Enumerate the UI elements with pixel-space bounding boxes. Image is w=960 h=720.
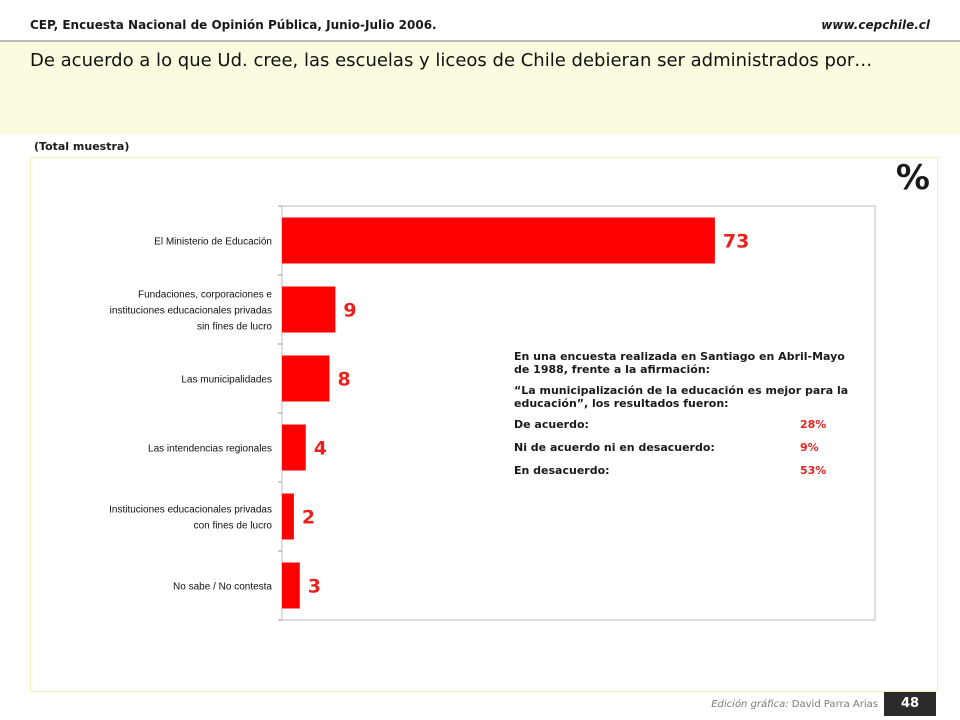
category-label: Fundaciones, corporaciones e institucione… — [110, 290, 273, 333]
bar — [282, 424, 306, 471]
category-label-line: No sabe / No contesta — [173, 582, 272, 593]
data-label: 73 — [723, 231, 749, 253]
data-label: 8 — [337, 369, 350, 391]
unit-label: % — [895, 158, 930, 198]
data-label: 2 — [302, 507, 315, 529]
note-row-value: 53% — [800, 464, 827, 477]
note-row-value: 9% — [800, 441, 819, 454]
plot-area — [281, 205, 876, 621]
bar — [282, 286, 336, 333]
category-label: Las municipalidades — [181, 375, 272, 386]
header-divider — [0, 40, 960, 42]
category-label-line: Las intendencias regionales — [148, 444, 272, 455]
category-label: No sabe / No contesta — [173, 582, 272, 593]
data-label: 3 — [308, 576, 321, 598]
credit-name: David Parra Arias — [788, 699, 878, 710]
category-label-line: con fines de lucro — [194, 521, 273, 532]
note-box: En una encuesta realizada en Santiago en… — [514, 350, 850, 487]
category-label: Instituciones educacionales privadas con … — [109, 505, 272, 532]
survey-source: CEP, Encuesta Nacional de Opinión Públic… — [30, 18, 437, 32]
category-label: Las intendencias regionales — [148, 444, 272, 455]
note-row-value: 28% — [800, 418, 827, 431]
sample-label: (Total muestra) — [34, 140, 130, 153]
category-label-line: sin fines de lucro — [197, 322, 272, 333]
note-row: De acuerdo: 28% — [514, 418, 850, 431]
bar — [282, 217, 715, 264]
category-label-line: Fundaciones, corporaciones e — [138, 290, 272, 301]
category-label-line: Instituciones educacionales privadas — [109, 505, 272, 516]
page-title: De acuerdo a lo que Ud. cree, las escuel… — [30, 50, 873, 71]
note-row: Ni de acuerdo ni en desacuerdo: 9% — [514, 441, 850, 454]
title-band — [0, 42, 960, 134]
website-url[interactable]: www.cepchile.cl — [821, 18, 930, 32]
category-label: El Ministerio de Educación — [154, 237, 272, 248]
note-row-label: En desacuerdo: — [514, 464, 610, 477]
data-label: 4 — [314, 438, 327, 460]
data-label: 9 — [343, 300, 356, 322]
category-label-line: El Ministerio de Educación — [154, 237, 272, 248]
page-number: 48 — [884, 692, 936, 716]
note-row-label: Ni de acuerdo ni en desacuerdo: — [514, 441, 715, 454]
bar — [282, 562, 300, 609]
category-label-line: instituciones educacionales privadas — [110, 306, 272, 317]
credit-prefix: Edición gráfica: — [711, 699, 789, 710]
bar — [282, 493, 294, 540]
bar — [282, 355, 330, 402]
note-row-label: De acuerdo: — [514, 418, 589, 431]
note-quote: “La municipalización de la educación es … — [514, 384, 849, 410]
category-label-line: Las municipalidades — [181, 375, 272, 386]
note-row: En desacuerdo: 53% — [514, 464, 850, 477]
note-intro: En una encuesta realizada en Santiago en… — [514, 350, 845, 376]
graphic-credit: Edición gráfica: David Parra Arias — [711, 699, 878, 710]
